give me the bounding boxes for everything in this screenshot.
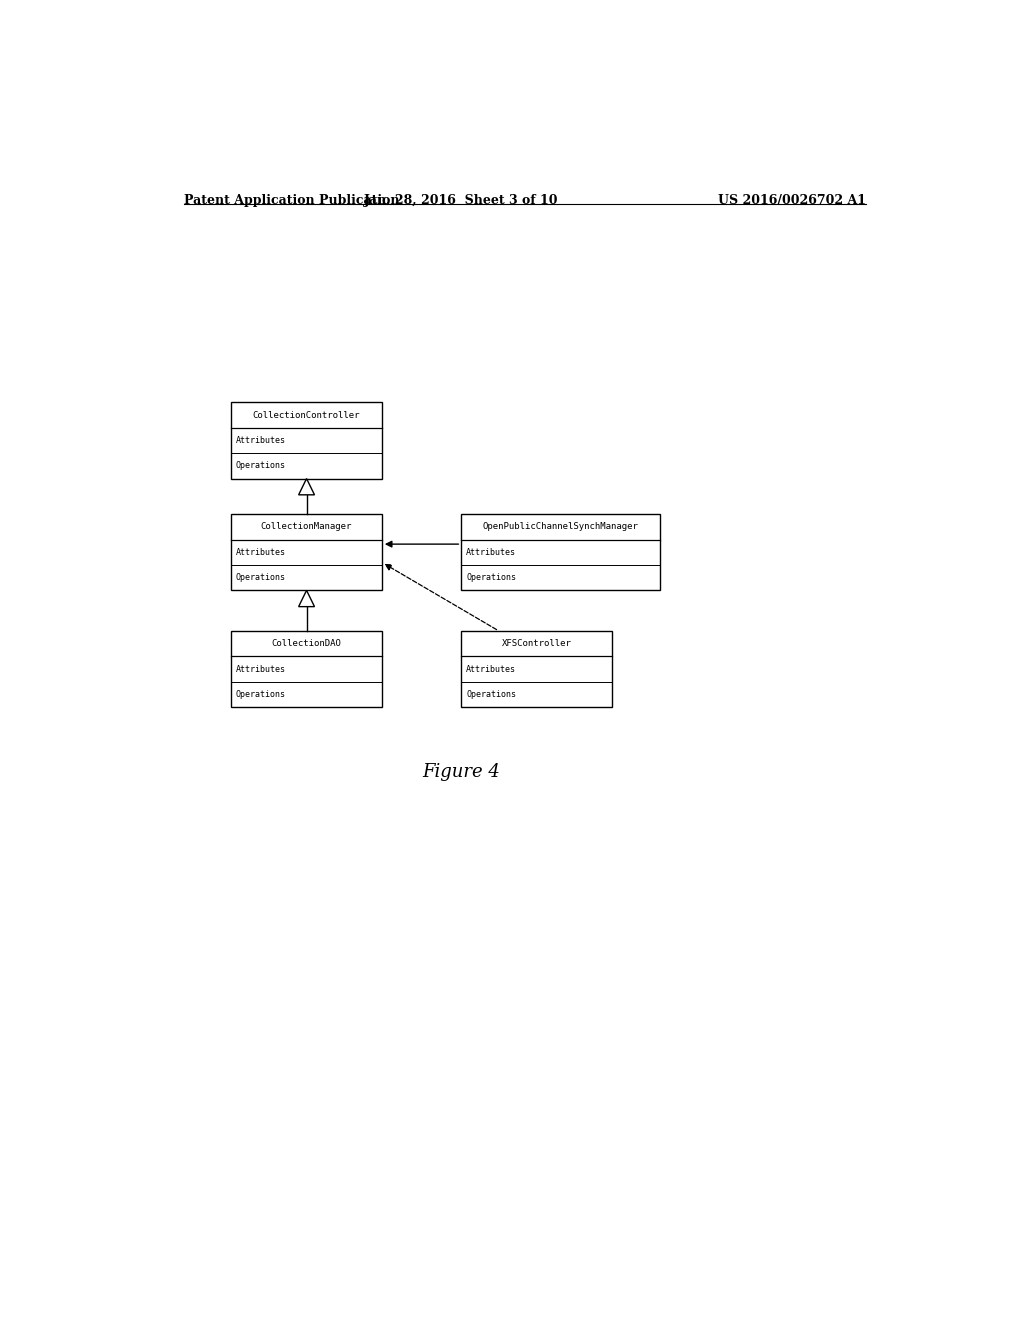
Text: Attributes: Attributes — [236, 436, 286, 445]
Bar — [231, 631, 382, 708]
Text: CollectionDAO: CollectionDAO — [271, 639, 341, 648]
Text: OpenPublicChannelSynchManager: OpenPublicChannelSynchManager — [482, 523, 638, 532]
Bar — [461, 515, 659, 590]
Text: CollectionController: CollectionController — [253, 411, 360, 420]
Text: Operations: Operations — [466, 573, 516, 582]
Text: Attributes: Attributes — [236, 665, 286, 673]
Text: Operations: Operations — [236, 462, 286, 470]
Text: Operations: Operations — [466, 690, 516, 700]
Bar — [231, 515, 382, 590]
Text: US 2016/0026702 A1: US 2016/0026702 A1 — [718, 194, 866, 207]
Text: Jan. 28, 2016  Sheet 3 of 10: Jan. 28, 2016 Sheet 3 of 10 — [365, 194, 558, 207]
Text: XFSController: XFSController — [502, 639, 571, 648]
Text: CollectionManager: CollectionManager — [261, 523, 352, 532]
Text: Attributes: Attributes — [236, 548, 286, 557]
Bar — [231, 403, 382, 479]
Text: Figure 4: Figure 4 — [422, 763, 501, 781]
Text: Attributes: Attributes — [466, 548, 516, 557]
Text: Attributes: Attributes — [466, 665, 516, 673]
Text: Operations: Operations — [236, 690, 286, 700]
Text: Operations: Operations — [236, 573, 286, 582]
Text: Patent Application Publication: Patent Application Publication — [183, 194, 399, 207]
Bar — [461, 631, 612, 708]
